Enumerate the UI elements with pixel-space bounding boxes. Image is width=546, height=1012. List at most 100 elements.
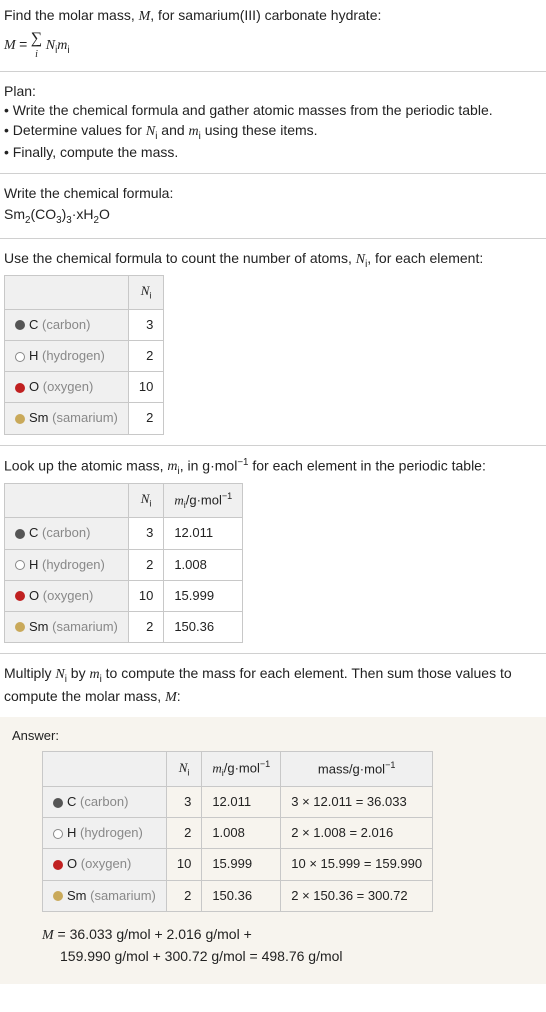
table-row: C (carbon)312.0113 × 12.011 = 36.033: [43, 787, 433, 818]
final-result: M = 36.033 g/mol + 2.016 g/mol + 159.990…: [42, 924, 534, 968]
value-cell: 15.999: [202, 849, 281, 880]
intro-line1: Find the molar mass, M, for samarium(III…: [4, 6, 542, 27]
element-symbol: H: [29, 557, 42, 572]
element-symbol: C: [29, 317, 42, 332]
plan: Plan: • Write the chemical formula and g…: [0, 76, 546, 169]
value-cell: 2: [166, 880, 201, 911]
hi: i: [149, 291, 151, 301]
element-dot-icon: [53, 860, 63, 870]
value-cell: 10: [128, 580, 163, 611]
element-dot-icon: [15, 352, 25, 362]
var-M: M: [165, 690, 177, 705]
element-name: (hydrogen): [42, 557, 105, 572]
f1: = 36.033 g/mol + 2.016 g/mol +: [54, 926, 252, 942]
plan-b1: • Write the chemical formula and gather …: [4, 101, 542, 121]
eq: =: [19, 36, 27, 52]
plan-b2: • Determine values for Ni and mi using t…: [4, 121, 542, 144]
th-mi: mi/g·mol−1: [202, 752, 281, 787]
table-row: C (carbon)3: [5, 309, 164, 340]
hexp2: −1: [385, 760, 395, 770]
element-dot-icon: [15, 383, 25, 393]
var-Ni: Ni: [55, 667, 67, 682]
value-cell: 2: [128, 611, 163, 642]
table-row: H (hydrogen)21.008: [5, 549, 243, 580]
element-symbol: Sm: [29, 619, 52, 634]
formula-mi: mi: [57, 38, 69, 53]
value-cell: 10 × 15.999 = 159.990: [281, 849, 433, 880]
formula-Ni: Ni: [46, 38, 58, 53]
cf-0: Sm: [4, 206, 25, 222]
lookup-table: Ni mi/g·mol−1 C (carbon)312.011 H (hydrog…: [4, 483, 243, 643]
answer-table: Ni mi/g·mol−1 mass/g·mol−1 C (carbon)312…: [42, 751, 433, 911]
th-Ni: Ni: [166, 752, 201, 787]
molar-mass-formula: M = ∑ i Nimi: [4, 31, 542, 61]
element-cell: O (oxygen): [5, 580, 129, 611]
multiply: Multiply Ni by mi to compute the mass fo…: [0, 658, 546, 713]
element-cell: H (hydrogen): [43, 818, 167, 849]
value-cell: 2: [128, 340, 163, 371]
element-cell: O (oxygen): [5, 372, 129, 403]
element-symbol: H: [67, 825, 80, 840]
hm: m: [212, 761, 221, 776]
write-chem-title: Write the chemical formula:: [4, 184, 542, 204]
value-cell: 10: [166, 849, 201, 880]
table-row: Sm (samarium)2: [5, 403, 164, 434]
plan-b3: • Finally, compute the mass.: [4, 143, 542, 163]
element-dot-icon: [15, 529, 25, 539]
table-header-row: Ni: [5, 276, 164, 309]
value-cell: 10: [128, 372, 163, 403]
ct-a: Use the chemical formula to count the nu…: [4, 250, 356, 266]
ct-b: , for each element:: [367, 250, 483, 266]
table-row: Sm (samarium)2150.36: [5, 611, 243, 642]
th-empty: [5, 276, 129, 309]
value-cell: 2: [128, 403, 163, 434]
divider: [0, 173, 546, 174]
divider: [0, 653, 546, 654]
value-cell: 12.011: [164, 518, 243, 549]
value-cell: 2 × 1.008 = 2.016: [281, 818, 433, 849]
value-cell: 2: [166, 818, 201, 849]
element-symbol: Sm: [67, 888, 90, 903]
hi: i: [187, 768, 189, 778]
table-row: O (oxygen)1015.99910 × 15.999 = 159.990: [43, 849, 433, 880]
element-cell: C (carbon): [43, 787, 167, 818]
element-name: (hydrogen): [42, 348, 105, 363]
th-mi: mi/g·mol−1: [164, 483, 243, 518]
cf-8: O: [99, 206, 110, 222]
element-dot-icon: [15, 414, 25, 424]
element-name: (samarium): [52, 410, 118, 425]
lu-exp: −1: [237, 457, 248, 468]
plan-title: Plan:: [4, 82, 542, 102]
element-cell: Sm (samarium): [5, 611, 129, 642]
table-row: O (oxygen)10: [5, 372, 164, 403]
table-header-row: Ni mi/g·mol−1: [5, 483, 243, 518]
divider: [0, 445, 546, 446]
element-name: (hydrogen): [80, 825, 143, 840]
f2: 159.990 g/mol + 300.72 g/mol = 498.76 g/…: [60, 946, 343, 967]
value-cell: 3: [128, 518, 163, 549]
element-symbol: O: [29, 379, 43, 394]
table-row: O (oxygen)1015.999: [5, 580, 243, 611]
table-row: C (carbon)312.011: [5, 518, 243, 549]
multiply-text: Multiply Ni by mi to compute the mass fo…: [4, 664, 542, 707]
value-cell: 3: [166, 787, 201, 818]
mt-a: Multiply: [4, 665, 55, 681]
count-table: Ni C (carbon)3H (hydrogen)2O (oxygen)10S…: [4, 275, 164, 434]
var-Ni: Ni: [146, 124, 158, 139]
value-cell: 2: [128, 549, 163, 580]
lookup-mass: Look up the atomic mass, mi, in g·mol−1 …: [0, 450, 546, 650]
element-cell: C (carbon): [5, 518, 129, 549]
var-M: M: [139, 9, 151, 24]
hmassu: mass/g·mol: [318, 762, 385, 777]
plan-b2a: • Determine values for: [4, 122, 146, 138]
element-cell: Sm (samarium): [5, 403, 129, 434]
cf-6: ·xH: [72, 206, 94, 222]
sigma-sub: i: [35, 49, 38, 60]
intro-text-a: Find the molar mass,: [4, 7, 139, 23]
value-cell: 3: [128, 309, 163, 340]
element-dot-icon: [53, 829, 63, 839]
intro: Find the molar mass, M, for samarium(III…: [0, 0, 546, 67]
element-dot-icon: [15, 560, 25, 570]
mt-b: by: [67, 665, 90, 681]
th-empty: [43, 752, 167, 787]
